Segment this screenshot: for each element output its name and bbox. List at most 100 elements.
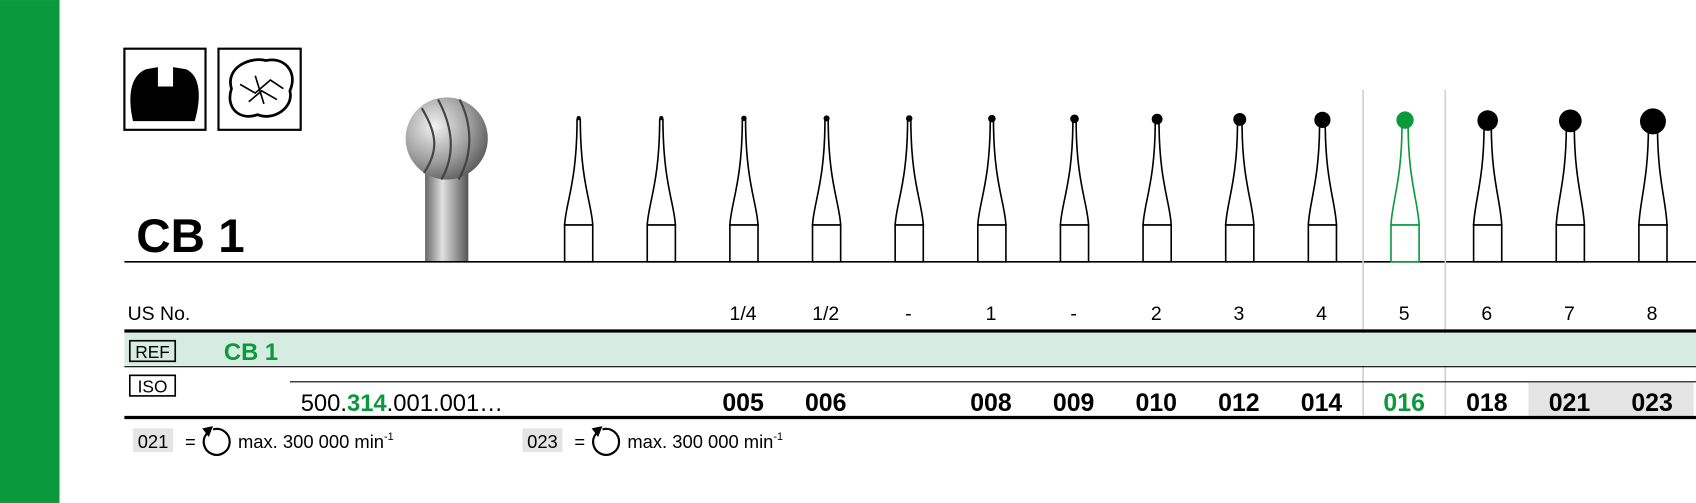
iso-size: 005 (722, 389, 764, 417)
iso-size: 006 (805, 389, 846, 417)
bur-head (1477, 110, 1498, 131)
ref-value: CB 1 (224, 339, 278, 366)
bur-shank (1555, 224, 1586, 263)
us-no: 1 (986, 303, 997, 325)
icons (123, 47, 302, 131)
ref-box (128, 339, 177, 363)
us-no: - (905, 303, 911, 325)
us-no: 7 (1564, 303, 1575, 325)
iso-size: 023 (1631, 389, 1672, 417)
us-no: 6 (1481, 303, 1492, 325)
bur-neck (1390, 123, 1420, 226)
bur-neck (646, 118, 677, 226)
bur-shank (1472, 224, 1503, 263)
bur-neck (1472, 124, 1503, 226)
us-no: 1/2 (812, 303, 839, 325)
iso-size: 012 (1218, 389, 1259, 417)
iso-size: 014 (1301, 389, 1343, 417)
rotation-arrow (202, 426, 214, 437)
us-no: 4 (1316, 303, 1327, 325)
iso-size: 008 (970, 389, 1012, 417)
us-no: 8 (1647, 303, 1658, 325)
footnote-size: 023 (527, 431, 558, 452)
us-no: 1/4 (730, 303, 757, 325)
bur-shank (894, 224, 925, 263)
ref-band (124, 333, 1696, 366)
bur-neck (1555, 125, 1586, 226)
bur-shank (646, 224, 677, 263)
bur-head (1151, 113, 1163, 125)
shaded-cell (1610, 382, 1694, 417)
bur-head (1558, 109, 1582, 133)
side-bar (0, 0, 60, 503)
iso-size: 016 (1383, 389, 1424, 417)
bur-head (741, 115, 747, 122)
bur-shank (811, 224, 842, 263)
bur-head (905, 115, 913, 122)
bur-neck (1638, 126, 1668, 226)
us-no-label: US No. (128, 303, 191, 325)
footnote-size: 021 (138, 431, 169, 452)
ref-label: REF (135, 342, 170, 362)
bur-diagrams (563, 108, 1668, 263)
bur-shank (1142, 224, 1173, 263)
bur-shank (1307, 224, 1338, 263)
iso-shank: 314 (347, 390, 387, 417)
footnote-speed: max. 300 000 min (627, 431, 773, 452)
footnote-exponent: -1 (773, 431, 783, 443)
bur-photo (405, 97, 488, 262)
iso-size: 018 (1466, 389, 1508, 417)
product-title: CB 1 (136, 210, 244, 263)
iso-prefix: 500. (301, 390, 347, 417)
bur-shank (976, 224, 1007, 263)
footnote-text: max. 300 000 min-1 (627, 431, 783, 452)
rotation-icon (202, 427, 231, 456)
us-no: 5 (1399, 303, 1410, 325)
us-no: - (1070, 303, 1076, 325)
bur-shank (1390, 224, 1420, 263)
rotation-icon (592, 427, 621, 456)
bur-neck (1224, 122, 1255, 226)
footnote-equals: = (574, 431, 585, 452)
bur-head (1233, 112, 1247, 126)
bur-neck (1142, 121, 1173, 226)
iso-suffix: .001.001… (387, 390, 503, 417)
bur-shank (563, 224, 594, 263)
bur-head (576, 115, 581, 121)
iso-box (128, 374, 177, 397)
bur-neck (1059, 120, 1090, 226)
footnote-text: max. 300 000 min-1 (238, 431, 394, 452)
size-chip (133, 428, 174, 453)
bur-neck (729, 119, 759, 226)
bur-head (1314, 111, 1331, 129)
bur-shank (729, 224, 759, 263)
bur-head (1396, 111, 1414, 129)
bur-neck (894, 119, 925, 226)
size-chip (522, 428, 563, 453)
shaded-cell (1528, 382, 1611, 417)
bur-shank (1059, 224, 1090, 263)
bur-head (823, 115, 830, 122)
iso-size: 010 (1136, 389, 1177, 417)
footnote-equals: = (185, 431, 196, 452)
bur-neck (563, 118, 594, 226)
columns: 1/4 005 1/2 006 - 1 008 - 009 2 010 3 012 4 014 5 016 6 01… (722, 303, 1694, 417)
footnote-exponent: -1 (384, 431, 394, 443)
rotation-arrow (591, 426, 603, 437)
bur-head (1070, 114, 1079, 124)
bur-head (659, 115, 664, 121)
bur-neck (811, 119, 842, 226)
bur-neck (976, 120, 1007, 226)
iso-size: 021 (1549, 389, 1591, 417)
bur-shank (1224, 224, 1255, 263)
bur-head (1639, 108, 1666, 135)
bur-neck (1307, 123, 1338, 226)
iso-code: 500.314.001.001… (301, 390, 503, 417)
us-no: 2 (1151, 303, 1162, 325)
bur-shank (1638, 224, 1668, 263)
iso-size: 009 (1053, 389, 1094, 417)
iso-label: ISO (138, 377, 168, 397)
us-no: 3 (1233, 303, 1244, 325)
